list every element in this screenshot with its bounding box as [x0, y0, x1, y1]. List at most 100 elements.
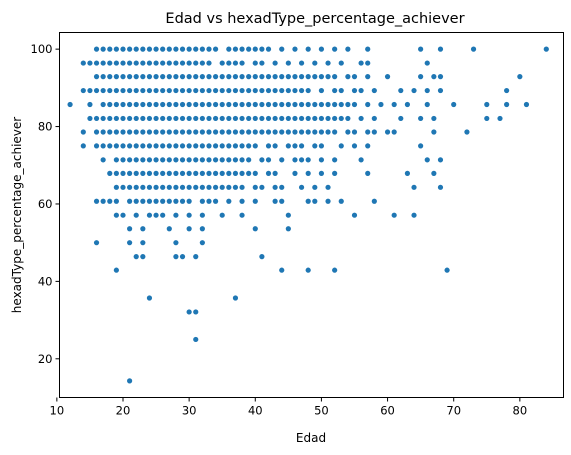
data-point	[517, 74, 522, 79]
data-point	[339, 199, 344, 204]
data-point	[127, 47, 132, 52]
data-point	[266, 88, 271, 93]
data-point	[233, 47, 238, 52]
data-point	[392, 213, 397, 218]
data-point	[140, 185, 145, 190]
data-point	[134, 129, 139, 134]
data-point	[173, 157, 178, 162]
data-point	[114, 199, 119, 204]
data-point	[134, 47, 139, 52]
data-point	[425, 88, 430, 93]
data-point	[332, 268, 337, 273]
data-point	[213, 157, 218, 162]
data-point	[319, 157, 324, 162]
data-point	[173, 213, 178, 218]
data-point	[246, 129, 251, 134]
data-point	[220, 157, 225, 162]
data-point	[187, 199, 192, 204]
data-point	[266, 171, 271, 176]
data-point	[167, 88, 172, 93]
data-point	[246, 47, 251, 52]
data-point	[120, 102, 125, 107]
data-point	[464, 129, 469, 134]
data-point	[226, 47, 231, 52]
data-point	[273, 116, 278, 121]
data-point	[266, 74, 271, 79]
data-point	[299, 129, 304, 134]
data-point	[167, 171, 172, 176]
data-point	[140, 157, 145, 162]
data-point	[187, 129, 192, 134]
data-point	[140, 254, 145, 259]
data-point	[94, 143, 99, 148]
data-point	[193, 171, 198, 176]
data-point	[81, 143, 86, 148]
data-point	[405, 171, 410, 176]
x-tick-label: 60	[380, 404, 395, 418]
data-point	[114, 129, 119, 134]
data-point	[345, 129, 350, 134]
data-point	[319, 74, 324, 79]
data-point	[246, 116, 251, 121]
data-point	[279, 185, 284, 190]
data-point	[233, 102, 238, 107]
data-point	[167, 60, 172, 65]
data-point	[299, 88, 304, 93]
data-point	[253, 171, 258, 176]
data-point	[312, 74, 317, 79]
data-point	[438, 157, 443, 162]
data-point	[220, 213, 225, 218]
data-point	[134, 199, 139, 204]
data-point	[438, 47, 443, 52]
data-point	[107, 88, 112, 93]
data-point	[94, 60, 99, 65]
data-point	[120, 116, 125, 121]
data-point	[153, 60, 158, 65]
data-point	[352, 102, 357, 107]
data-point	[160, 171, 165, 176]
data-point	[418, 143, 423, 148]
data-point	[101, 157, 106, 162]
data-point	[180, 74, 185, 79]
data-point	[319, 116, 324, 121]
data-point	[332, 116, 337, 121]
data-point	[173, 129, 178, 134]
data-point	[213, 74, 218, 79]
data-point	[306, 102, 311, 107]
data-point	[180, 185, 185, 190]
data-point	[253, 226, 258, 231]
y-tick-label: 40	[38, 274, 53, 288]
data-point	[279, 47, 284, 52]
data-point	[345, 102, 350, 107]
data-point	[425, 102, 430, 107]
data-point	[200, 185, 205, 190]
data-point	[372, 199, 377, 204]
data-point	[134, 254, 139, 259]
data-point	[286, 60, 291, 65]
data-point	[206, 171, 211, 176]
data-point	[299, 157, 304, 162]
data-point	[140, 47, 145, 52]
data-point	[253, 47, 258, 52]
data-point	[266, 47, 271, 52]
data-point	[193, 337, 198, 342]
data-point	[345, 116, 350, 121]
data-point	[220, 116, 225, 121]
data-point	[147, 102, 152, 107]
data-point	[160, 199, 165, 204]
data-point	[213, 47, 218, 52]
data-point	[220, 171, 225, 176]
y-axis-label: hexadType_percentage_achiever	[10, 117, 24, 313]
data-point	[127, 116, 132, 121]
data-point	[94, 47, 99, 52]
data-point	[200, 88, 205, 93]
data-point	[187, 213, 192, 218]
data-point	[193, 60, 198, 65]
data-point	[259, 116, 264, 121]
data-point	[299, 185, 304, 190]
data-point	[319, 88, 324, 93]
data-point	[67, 102, 72, 107]
data-point	[385, 129, 390, 134]
data-point	[292, 47, 297, 52]
data-point	[233, 88, 238, 93]
